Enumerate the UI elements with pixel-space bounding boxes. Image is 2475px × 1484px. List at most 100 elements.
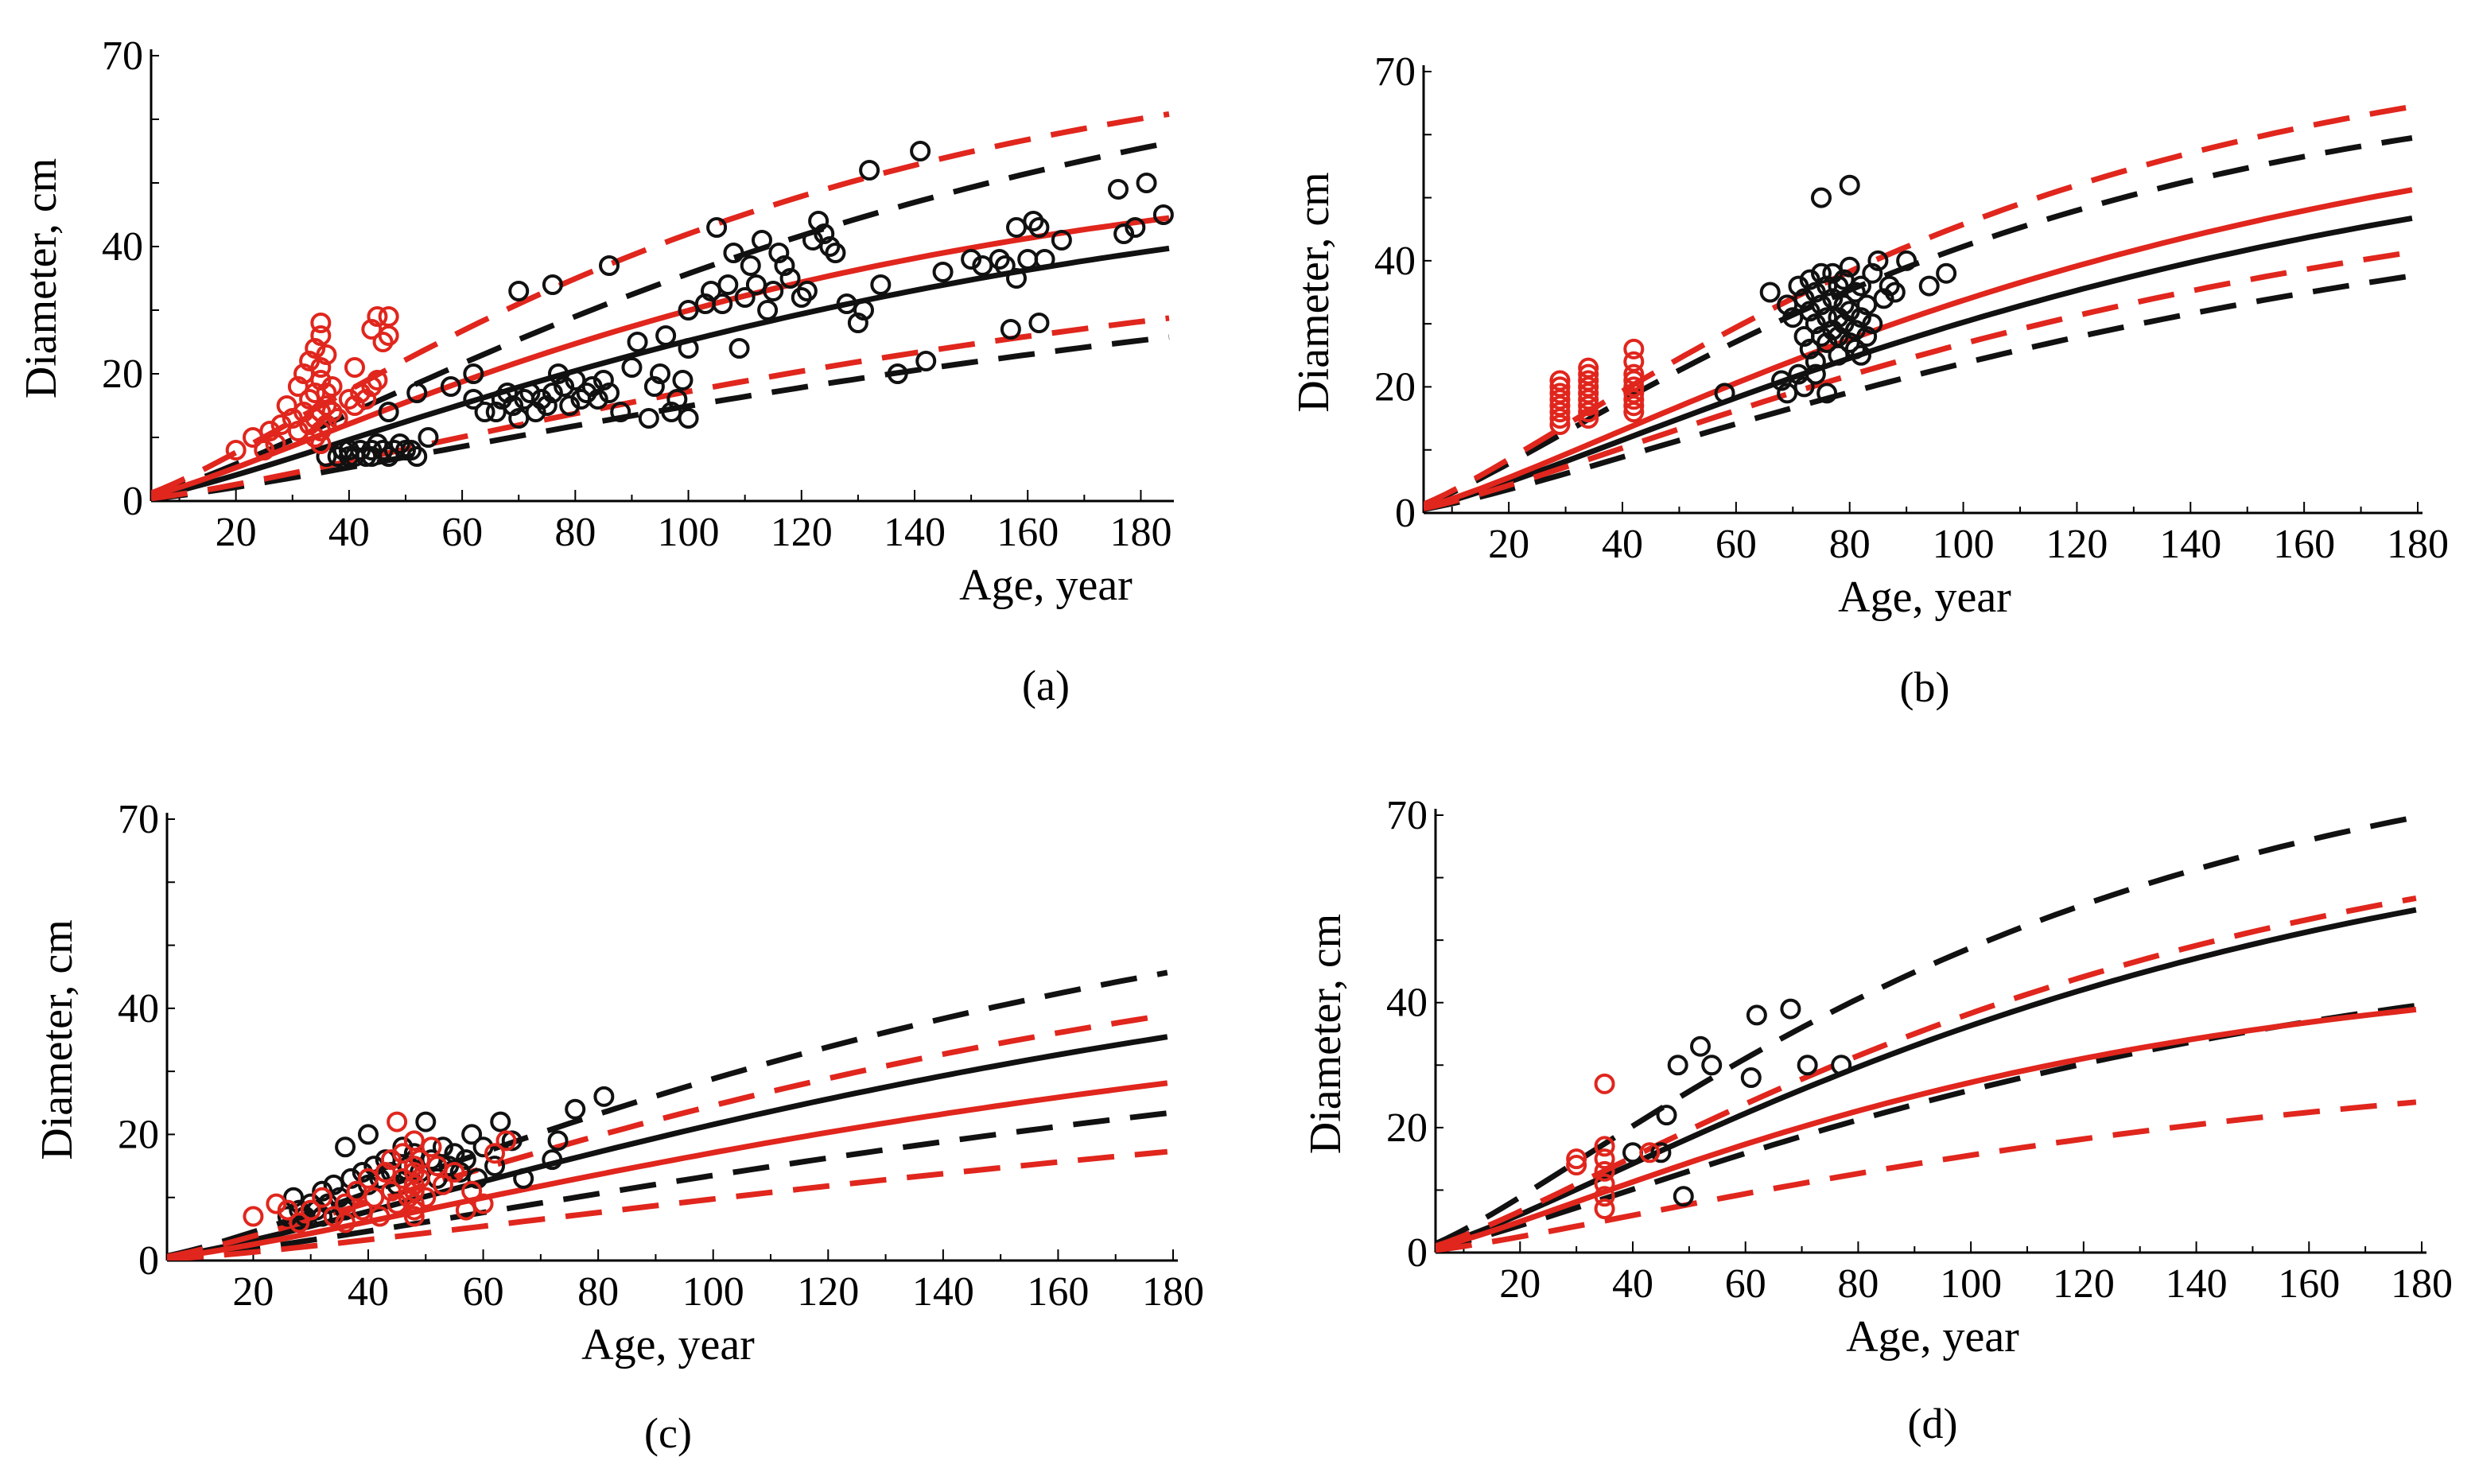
data-point-red <box>316 383 337 403</box>
data-point-black <box>972 255 993 276</box>
data-point-black <box>455 1149 476 1171</box>
data-point-black <box>501 1130 523 1152</box>
data-point-black <box>643 376 665 397</box>
data-point-red <box>277 1199 298 1221</box>
data-point-red <box>1639 1142 1661 1164</box>
curve-black-lower <box>1424 273 2413 512</box>
data-point-black <box>1839 174 1860 196</box>
data-point-black <box>1028 217 1050 238</box>
data-point-red <box>310 402 332 422</box>
x-tick-label: 60 <box>441 510 483 555</box>
data-point-black <box>932 262 954 282</box>
data-point-black <box>1862 313 1883 335</box>
data-point-black <box>358 1174 379 1195</box>
data-point-red <box>352 1199 373 1221</box>
data-point-black <box>661 402 682 422</box>
y-tick-label: 70 <box>118 797 159 842</box>
panel-a: 20 40 60 80 100 120 140 160 180 0 20 40 70 Age, year D… <box>17 33 1174 709</box>
data-point-black <box>887 363 908 384</box>
data-point-black <box>369 1167 390 1189</box>
curve-red-lower <box>151 315 1170 501</box>
data-point-red <box>289 1212 310 1233</box>
data-point-black <box>808 211 830 231</box>
x-tick-label: 140 <box>2166 1261 2228 1307</box>
data-point-red <box>403 1130 425 1152</box>
data-point-red <box>266 1193 287 1214</box>
data-point-black <box>961 249 982 270</box>
plot-area <box>1424 103 2413 512</box>
data-point-black <box>392 1136 414 1158</box>
data-point-black <box>1028 313 1050 333</box>
y-tick-label: 40 <box>102 224 143 270</box>
data-point-red <box>243 427 263 448</box>
data-point-black <box>372 440 394 460</box>
data-point-black <box>740 255 761 276</box>
data-point-red <box>327 408 348 429</box>
data-point-black <box>418 427 439 448</box>
data-point-red <box>305 408 326 429</box>
data-point-black <box>1690 1035 1712 1057</box>
data-point-black <box>768 243 790 263</box>
data-point-red <box>1566 1155 1587 1175</box>
x-tick-label: 80 <box>1837 1261 1879 1307</box>
data-point-black <box>1152 204 1174 225</box>
data-point-black <box>491 389 512 410</box>
data-point-black <box>508 408 530 429</box>
data-point-red <box>225 440 247 460</box>
data-point-red <box>344 395 365 416</box>
data-point-black <box>1006 268 1027 289</box>
data-point-black <box>1740 1067 1762 1088</box>
data-point-black <box>1833 294 1855 316</box>
x-tick-label: 140 <box>2159 522 2221 567</box>
data-point-red <box>1578 363 1599 385</box>
data-point-red <box>310 313 332 333</box>
data-point-black <box>870 274 892 295</box>
data-point-black <box>1793 288 1815 309</box>
data-point-black <box>525 402 546 422</box>
data-point-black <box>467 1167 488 1189</box>
data-point-black <box>352 1162 373 1183</box>
panel-b: 20 40 60 80 100 120 140 160 180 0 20 40 70 Age, year D… <box>1289 49 2449 711</box>
x-tick-label: 100 <box>1940 1261 2002 1307</box>
y-axis-title: Diameter, cm <box>33 919 82 1160</box>
data-point-black <box>672 370 694 390</box>
data-point-red <box>361 376 383 397</box>
data-point-black <box>554 376 575 397</box>
data-point-black <box>1797 1055 1818 1076</box>
data-point-black <box>1667 1055 1688 1076</box>
data-point-black <box>1822 262 1844 284</box>
data-point-black <box>1896 250 1917 271</box>
data-point-black <box>1759 282 1781 303</box>
x-tick-label: 40 <box>1602 522 1643 567</box>
data-point-black <box>847 313 868 333</box>
curve-red-lower <box>1424 249 2413 511</box>
data-point-black <box>1851 344 1871 366</box>
data-point-black <box>1051 230 1072 251</box>
x-tick-label: 20 <box>1488 522 1529 567</box>
curve-red-upper <box>167 1012 1168 1260</box>
data-point-black <box>1839 301 1860 322</box>
data-point-black <box>1799 269 1820 290</box>
data-point-red <box>1594 1198 1615 1219</box>
data-point-black <box>1782 307 1804 328</box>
data-point-black <box>1780 998 1801 1020</box>
data-point-black <box>323 1174 344 1195</box>
data-point-black <box>398 1156 419 1177</box>
data-point-black <box>734 287 756 308</box>
data-point-black <box>994 255 1016 276</box>
data-point-red <box>299 389 321 410</box>
panel-caption: (c) <box>644 1409 692 1457</box>
x-tick-label: 20 <box>216 510 257 555</box>
data-point-red <box>380 1180 402 1202</box>
data-point-black <box>1777 294 1798 316</box>
data-point-black <box>395 440 416 460</box>
y-tick-label: 20 <box>1386 1105 1428 1151</box>
data-point-black <box>474 402 495 422</box>
data-point-black <box>461 1124 483 1145</box>
data-point-red <box>403 1206 425 1227</box>
data-point-black <box>305 1199 327 1221</box>
data-point-black <box>1006 217 1027 238</box>
data-point-black <box>1805 363 1826 385</box>
data-point-black <box>814 223 835 244</box>
curve-black-mean <box>1436 907 2417 1249</box>
